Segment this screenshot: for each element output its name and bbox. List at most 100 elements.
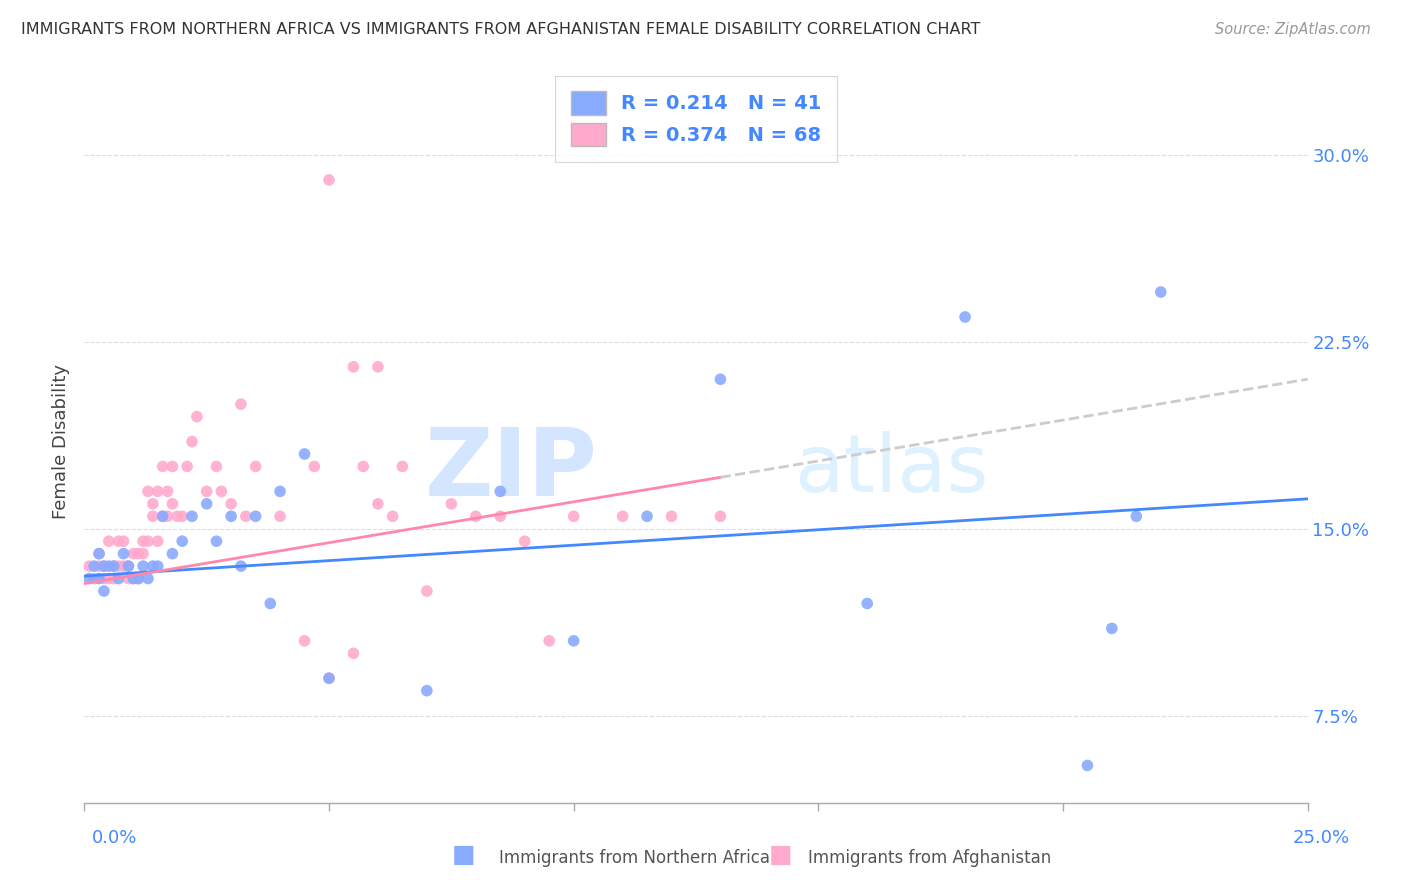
Point xyxy=(229,559,252,574)
Point xyxy=(87,547,110,561)
Point xyxy=(107,572,129,586)
Point xyxy=(381,509,404,524)
Point xyxy=(391,459,413,474)
Point xyxy=(513,534,536,549)
Point xyxy=(416,584,439,599)
Text: Immigrants from Northern Africa: Immigrants from Northern Africa xyxy=(499,849,770,867)
Point xyxy=(1076,758,1098,772)
Point xyxy=(318,173,340,187)
Point xyxy=(856,597,879,611)
Point xyxy=(162,497,184,511)
Point xyxy=(127,572,149,586)
Point xyxy=(132,547,155,561)
Point xyxy=(103,559,125,574)
Point xyxy=(146,484,169,499)
Point xyxy=(562,509,585,524)
Point xyxy=(93,559,115,574)
Point xyxy=(269,484,291,499)
Point xyxy=(152,509,174,524)
Text: ■: ■ xyxy=(453,843,475,867)
Point xyxy=(117,572,139,586)
Y-axis label: Female Disability: Female Disability xyxy=(52,364,70,519)
Point xyxy=(1150,285,1173,299)
Point xyxy=(235,509,257,524)
Point xyxy=(107,559,129,574)
Point xyxy=(97,559,120,574)
Point xyxy=(77,572,100,586)
Point xyxy=(136,572,159,586)
Point xyxy=(127,547,149,561)
Point xyxy=(195,484,218,499)
Point xyxy=(219,509,242,524)
Point xyxy=(367,497,389,511)
Point xyxy=(166,509,188,524)
Point xyxy=(103,572,125,586)
Point xyxy=(93,572,115,586)
Point xyxy=(269,509,291,524)
Point xyxy=(181,434,204,449)
Point xyxy=(117,559,139,574)
Point xyxy=(709,372,731,386)
Point xyxy=(661,509,683,524)
Point xyxy=(127,572,149,586)
Point xyxy=(318,671,340,685)
Text: IMMIGRANTS FROM NORTHERN AFRICA VS IMMIGRANTS FROM AFGHANISTAN FEMALE DISABILITY: IMMIGRANTS FROM NORTHERN AFRICA VS IMMIG… xyxy=(21,22,980,37)
Point xyxy=(142,497,165,511)
Point xyxy=(562,633,585,648)
Point xyxy=(136,484,159,499)
Point xyxy=(205,459,228,474)
Point xyxy=(97,572,120,586)
Point xyxy=(440,497,463,511)
Point xyxy=(259,597,281,611)
Point xyxy=(122,547,145,561)
Point xyxy=(342,359,364,374)
Point xyxy=(342,646,364,660)
Text: ZIP: ZIP xyxy=(425,425,598,516)
Point xyxy=(142,559,165,574)
Point xyxy=(83,572,105,586)
Point xyxy=(107,534,129,549)
Legend: R = 0.214   N = 41, R = 0.374   N = 68: R = 0.214 N = 41, R = 0.374 N = 68 xyxy=(555,76,837,161)
Point xyxy=(1101,621,1123,635)
Point xyxy=(176,459,198,474)
Point xyxy=(489,509,512,524)
Point xyxy=(186,409,208,424)
Point xyxy=(195,497,218,511)
Point xyxy=(229,397,252,411)
Point xyxy=(87,547,110,561)
Point xyxy=(97,534,120,549)
Point xyxy=(209,484,232,499)
Point xyxy=(122,572,145,586)
Point xyxy=(156,509,179,524)
Text: Source: ZipAtlas.com: Source: ZipAtlas.com xyxy=(1215,22,1371,37)
Point xyxy=(87,572,110,586)
Point xyxy=(612,509,634,524)
Point xyxy=(219,497,242,511)
Point xyxy=(318,671,340,685)
Point xyxy=(146,534,169,549)
Point xyxy=(172,509,194,524)
Point xyxy=(181,509,204,524)
Point xyxy=(146,559,169,574)
Point xyxy=(87,559,110,574)
Point xyxy=(304,459,326,474)
Point xyxy=(156,484,179,499)
Point xyxy=(112,547,135,561)
Point xyxy=(489,484,512,499)
Point xyxy=(245,459,267,474)
Point xyxy=(416,683,439,698)
Point xyxy=(77,559,100,574)
Point xyxy=(136,534,159,549)
Text: ■: ■ xyxy=(769,843,792,867)
Point xyxy=(367,359,389,374)
Point xyxy=(636,509,658,524)
Point xyxy=(1125,509,1147,524)
Point xyxy=(142,509,165,524)
Point xyxy=(162,547,184,561)
Point xyxy=(294,447,316,461)
Point xyxy=(132,559,155,574)
Point xyxy=(709,509,731,524)
Point xyxy=(205,534,228,549)
Point xyxy=(172,534,194,549)
Point xyxy=(152,459,174,474)
